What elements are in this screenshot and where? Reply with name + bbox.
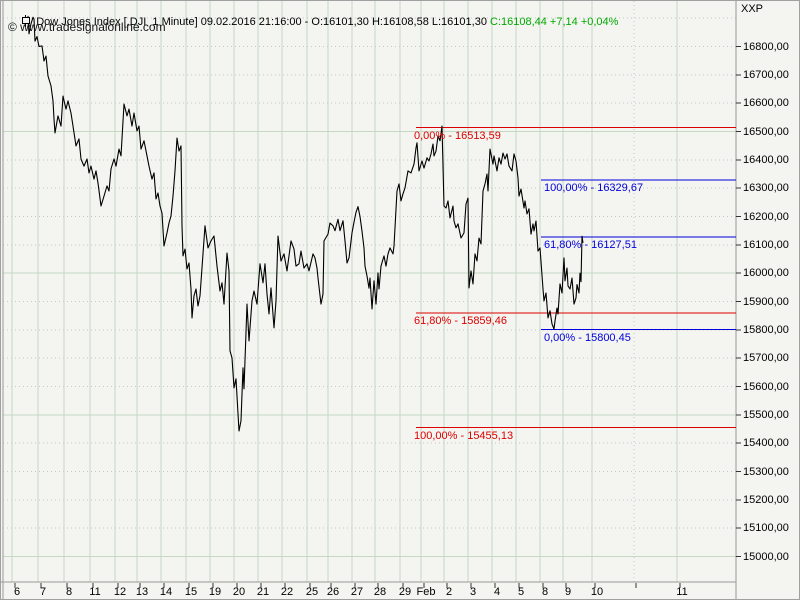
x-axis-label: 21 (256, 586, 270, 598)
x-axis-label: 7 (39, 586, 47, 598)
y-axis-label: 15200,00 (743, 493, 789, 506)
x-axis-label: 6 (13, 586, 21, 598)
y-axis-label: 15800,00 (743, 323, 789, 336)
y-axis-label: 15500,00 (743, 408, 789, 421)
y-axis-label: 15400,00 (743, 437, 789, 450)
y-axis-label: 15300,00 (743, 465, 789, 478)
title-bar: Dow Jones Index [.DJI 1 Minute] 09.02.20… (9, 2, 618, 28)
x-axis-label: 12 (113, 586, 127, 598)
x-axis-label: 20 (232, 586, 246, 598)
price-line[interactable] (27, 15, 584, 432)
x-axis-label: 14 (159, 586, 173, 598)
x-axis-label: 4 (493, 586, 501, 598)
chart-title: Dow Jones Index [.DJI 1 Minute] 09.02.20… (36, 16, 490, 28)
fib-label-blue: 61,80% - 16127,51 (544, 239, 637, 252)
y-axis-label: 16000,00 (743, 267, 789, 280)
chart-title-change: C:16108,44 +7,14 +0,04% (490, 16, 619, 28)
x-axis-label: 19 (208, 586, 222, 598)
y-axis-label: 16600,00 (743, 97, 789, 110)
y-axis-label: 16300,00 (743, 182, 789, 195)
x-axis-label: 26 (326, 586, 340, 598)
fib-label-red: 100,00% - 15455,13 (414, 429, 514, 442)
fib-label-blue: 0,00% - 15800,45 (544, 331, 631, 344)
watermark: © www.tradesignalonline.com (8, 20, 166, 34)
x-axis-label: 9 (564, 586, 572, 598)
fib-label-red: 0,00% - 16513,59 (414, 129, 501, 142)
y-axis-label: 16100,00 (743, 238, 789, 251)
y-axis-label: 16800,00 (743, 40, 789, 53)
x-axis-label: 29 (398, 586, 412, 598)
x-axis-label: 3 (469, 586, 477, 598)
fib-label-blue: 100,00% - 16329,67 (544, 181, 644, 194)
x-axis-label: 28 (373, 586, 387, 598)
x-axis-label: 15 (184, 586, 198, 598)
x-axis-label: 25 (305, 586, 319, 598)
x-axis-label: 10 (590, 586, 604, 598)
y-axis-label: 15700,00 (743, 352, 789, 365)
y-axis-label: 15100,00 (743, 522, 789, 535)
corner-label: XXP (741, 3, 764, 15)
y-axis-label: 15000,00 (743, 550, 789, 563)
x-axis-label: 11 (89, 586, 101, 598)
chart-window-icon[interactable] (21, 15, 31, 27)
y-axis-label: 15900,00 (743, 295, 789, 308)
x-axis-label: 27 (350, 586, 364, 598)
fib-label-red: 61,80% - 15859,46 (414, 314, 507, 327)
y-axis-label: 16400,00 (743, 153, 789, 166)
y-axis-label: 16700,00 (743, 68, 789, 81)
x-axis-label: 8 (65, 586, 73, 598)
x-axis-label: 11 (676, 586, 688, 598)
x-axis-label: 13 (135, 586, 149, 598)
x-axis-label: 2 (445, 586, 453, 598)
y-axis-label: 16500,00 (743, 125, 789, 138)
x-axis-label: 8 (541, 586, 549, 598)
x-axis-label: Feb (416, 586, 436, 598)
y-axis-label: 15600,00 (743, 380, 789, 393)
x-axis-label: 5 (517, 586, 525, 598)
x-axis-label: 22 (280, 586, 294, 598)
y-axis-label: 16200,00 (743, 210, 789, 223)
